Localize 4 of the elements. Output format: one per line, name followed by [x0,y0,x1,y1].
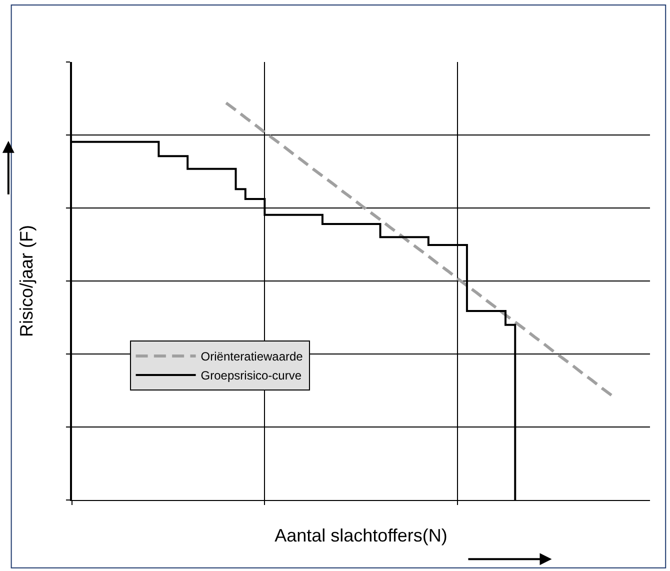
legend-label: Groepsrisico-curve [200,368,302,383]
y-axis-title: Risico/jaar (F) [16,224,37,338]
legend-label: Oriënteratiewaarde [200,350,304,364]
x-axis-title: Aantal slachtoffers(N) [274,526,448,546]
